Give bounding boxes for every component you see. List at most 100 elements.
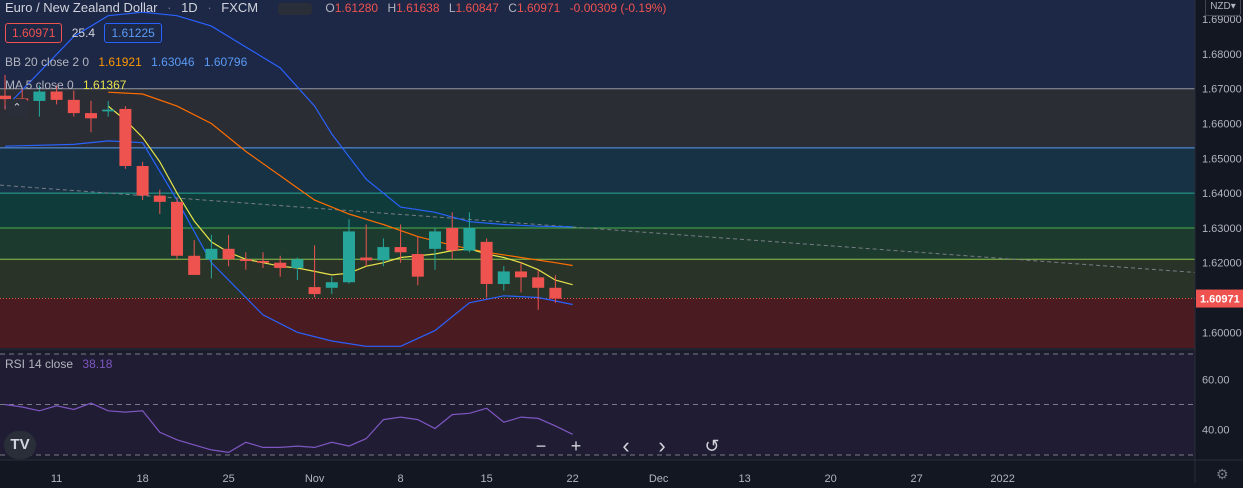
trend-line[interactable] xyxy=(0,184,1196,273)
ohlc-open: 1.61280 xyxy=(334,1,379,15)
rsi-line[interactable] xyxy=(4,402,573,454)
candle-body[interactable] xyxy=(360,257,373,261)
chevron-down-icon: ▾ xyxy=(1230,1,1236,12)
bid-price[interactable]: 1.60971 xyxy=(5,23,63,43)
price-tick-label: 1.60000 xyxy=(1202,327,1242,339)
rsi-tick-label: 40.00 xyxy=(1202,425,1230,437)
candle-body[interactable] xyxy=(497,271,510,284)
candle-body[interactable] xyxy=(119,108,132,166)
candle-body[interactable] xyxy=(33,91,46,101)
candle-body[interactable] xyxy=(446,227,459,251)
candle-body[interactable] xyxy=(102,109,115,112)
time-tick-label: 2022 xyxy=(990,473,1014,483)
ohlc-h-label: H xyxy=(387,1,397,15)
price-zone xyxy=(0,0,1195,89)
spread-value: 25.4 xyxy=(71,26,96,40)
candle-body[interactable] xyxy=(222,248,235,260)
price-axis-background[interactable] xyxy=(1195,0,1243,483)
ma-legend[interactable]: MA 5 close 0 1.61367 xyxy=(5,78,132,92)
price-zone xyxy=(0,193,1195,228)
time-tick-label: 22 xyxy=(566,473,578,483)
candle-body[interactable] xyxy=(291,259,304,268)
rsi-label: RSI 14 close xyxy=(5,357,74,371)
visibility-toggle-icon[interactable] xyxy=(277,2,312,15)
scroll-forward-button[interactable]: › xyxy=(658,433,666,458)
candle-body[interactable] xyxy=(136,165,149,196)
candle-body[interactable] xyxy=(239,259,252,261)
bid-ask-row: 1.60971 25.4 1.61225 xyxy=(5,23,168,43)
time-axis-background[interactable] xyxy=(0,460,1243,483)
candle-body[interactable] xyxy=(274,262,287,268)
symbol-header[interactable]: Euro / New Zealand Dollar · 1D · FXCM O1… xyxy=(5,0,678,15)
candle-body[interactable] xyxy=(308,287,321,295)
zoom-in-button[interactable]: + xyxy=(570,436,582,456)
bb-upper-line[interactable] xyxy=(4,11,573,228)
candle-body[interactable] xyxy=(0,95,11,100)
candle-body[interactable] xyxy=(153,195,166,202)
candle-body[interactable] xyxy=(549,287,562,299)
candle-body[interactable] xyxy=(411,254,424,277)
price-tick-label: 1.69000 xyxy=(1202,14,1242,26)
time-tick-label: Dec xyxy=(649,473,669,483)
ohlc-high: 1.61638 xyxy=(396,1,440,15)
candle-body[interactable] xyxy=(463,227,476,251)
currency-selector[interactable]: NZD▾ xyxy=(1205,0,1241,16)
candle-body[interactable] xyxy=(343,231,355,283)
price-tick-label: 1.67000 xyxy=(1202,84,1242,96)
time-tick-label: 20 xyxy=(824,473,836,483)
ohlc-o-label: O xyxy=(325,1,335,15)
candle-body[interactable] xyxy=(377,247,390,261)
candle-body[interactable] xyxy=(429,231,441,249)
price-tick-label: 1.68000 xyxy=(1202,49,1242,61)
rsi-legend[interactable]: RSI 14 close 38.18 xyxy=(5,357,118,371)
ohlc-values: O1.61280 H1.61638 L1.60847 C1.60971 -0.0… xyxy=(325,1,672,15)
bb-upper-value: 1.63046 xyxy=(151,55,195,69)
candle-body[interactable] xyxy=(85,113,97,119)
candle-body[interactable] xyxy=(188,255,201,275)
time-tick-label: 18 xyxy=(136,473,148,483)
time-tick-label: Nov xyxy=(305,473,325,483)
price-zone xyxy=(0,298,1195,348)
candle-body[interactable] xyxy=(67,99,80,114)
bb-basis-line[interactable] xyxy=(108,91,573,267)
candle-body[interactable] xyxy=(394,247,407,253)
tradingview-logo-icon[interactable]: TV xyxy=(4,431,36,459)
ask-price[interactable]: 1.61225 xyxy=(104,23,162,43)
reset-chart-button[interactable]: ↺ xyxy=(704,436,720,456)
ohlc-close: 1.60971 xyxy=(516,1,561,15)
price-zone xyxy=(0,227,1195,260)
candle-body[interactable] xyxy=(205,248,218,260)
candle-body[interactable] xyxy=(171,201,183,256)
rsi-tick-label: 60.00 xyxy=(1202,374,1230,386)
price-tick-label: 1.65000 xyxy=(1202,153,1242,165)
candle-body[interactable] xyxy=(325,282,338,288)
ma-line[interactable] xyxy=(107,105,573,286)
price-tick-label: 1.64000 xyxy=(1202,188,1242,200)
bb-legend[interactable]: BB 20 close 2 0 1.61921 1.63046 1.60796 xyxy=(5,55,253,69)
gear-icon[interactable]: ⚙ xyxy=(1216,466,1229,482)
collapse-legend-button[interactable]: ⌃ xyxy=(6,99,28,117)
candle-body[interactable] xyxy=(480,241,493,284)
bb-basis-value: 1.61921 xyxy=(98,55,142,69)
bb-lower-value: 1.60796 xyxy=(203,55,248,69)
candle-body[interactable] xyxy=(50,91,63,100)
rsi-value: 38.18 xyxy=(82,357,113,371)
time-tick-label: 13 xyxy=(738,473,750,483)
interval-label[interactable]: 1D xyxy=(181,0,198,15)
time-tick-label: 25 xyxy=(222,473,234,483)
ohlc-change: -0.00309 (-0.19%) xyxy=(569,1,667,15)
last-price-label: 1.60971 xyxy=(1200,294,1240,306)
last-price-badge xyxy=(1196,289,1243,308)
candle-body[interactable] xyxy=(257,261,269,263)
price-zone xyxy=(0,88,1195,148)
candle-body[interactable] xyxy=(515,271,527,278)
chevron-up-icon: ⌃ xyxy=(12,102,22,114)
exchange-label: FXCM xyxy=(221,0,259,15)
time-tick-label: 15 xyxy=(480,473,492,483)
scroll-back-button[interactable]: ‹ xyxy=(622,433,630,458)
zoom-out-button[interactable]: − xyxy=(535,436,547,456)
symbol-title[interactable]: Euro / New Zealand Dollar xyxy=(5,0,158,15)
candle-body[interactable] xyxy=(532,277,545,288)
